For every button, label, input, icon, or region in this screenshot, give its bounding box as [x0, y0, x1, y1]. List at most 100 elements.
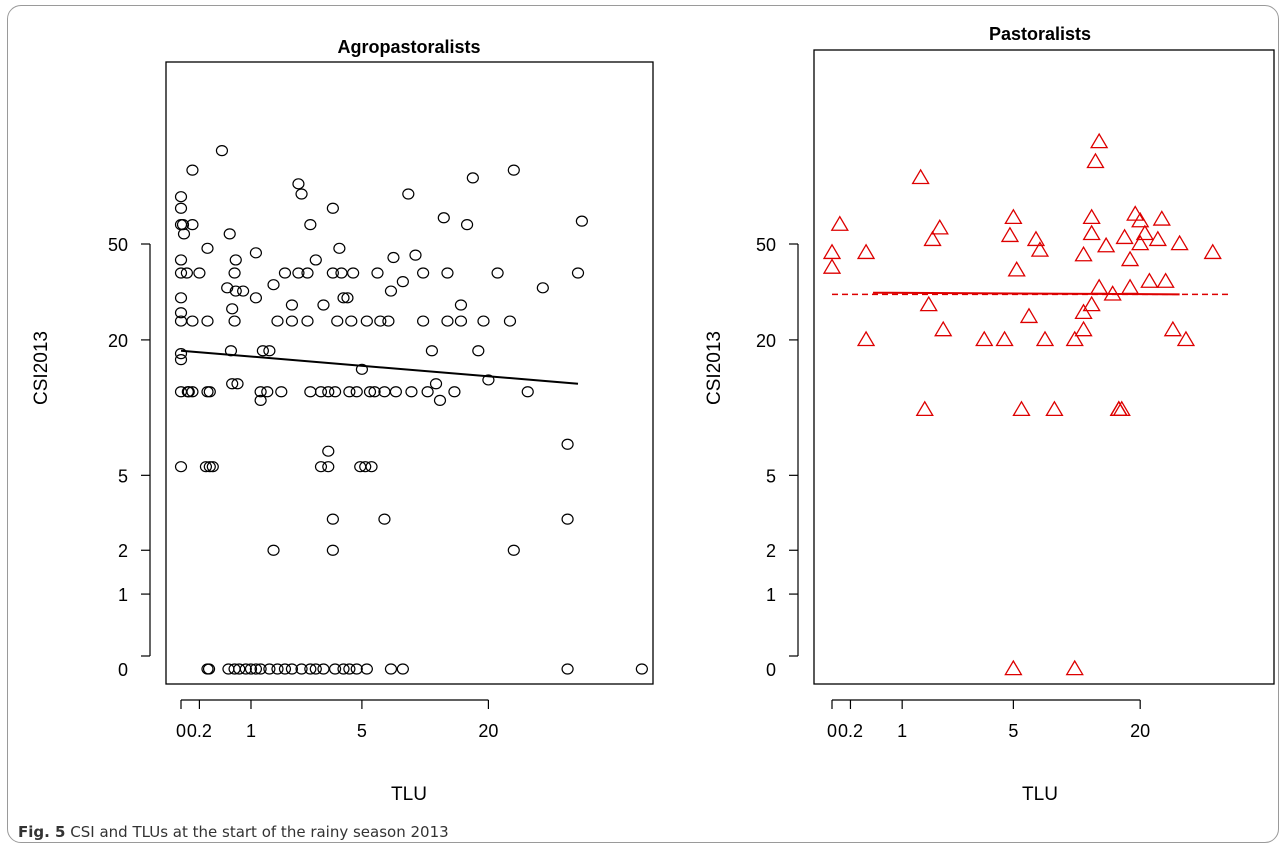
- data-point: [1030, 241, 1050, 257]
- data-point: [433, 394, 447, 407]
- data-point: [186, 386, 199, 398]
- data-point: [396, 663, 409, 675]
- data-point: [222, 663, 235, 675]
- data-point: [174, 461, 188, 473]
- data-point: [575, 215, 588, 227]
- data-points: [822, 132, 1222, 676]
- data-point: [466, 172, 479, 184]
- data-point: [226, 303, 239, 315]
- data-point: [1120, 278, 1140, 295]
- data-point: [201, 386, 214, 398]
- data-point: [304, 219, 317, 231]
- data-point: [278, 663, 292, 675]
- data-point: [203, 461, 216, 473]
- data-point: [229, 285, 242, 297]
- data-point: [417, 315, 430, 327]
- data-point: [396, 276, 409, 288]
- data-point: [203, 386, 216, 398]
- data-point: [387, 251, 400, 264]
- data-point: [405, 386, 418, 398]
- y-tick-label: 20: [756, 331, 776, 351]
- data-point: [1152, 210, 1171, 226]
- data-point: [174, 202, 188, 214]
- data-point: [174, 267, 188, 279]
- data-point: [256, 345, 269, 357]
- data-point: [322, 461, 335, 473]
- data-point: [186, 219, 199, 231]
- data-point: [454, 299, 468, 311]
- x-axis-label: TLU: [1022, 784, 1058, 805]
- data-point: [301, 267, 314, 279]
- data-point: [263, 345, 276, 357]
- y-tick-label: 1: [766, 585, 776, 605]
- x-tick-label: 0: [176, 721, 186, 741]
- data-point: [317, 663, 330, 675]
- data-point: [1004, 659, 1023, 676]
- data-point: [341, 292, 354, 304]
- y-tick-label: 5: [118, 466, 128, 486]
- data-point: [1082, 295, 1101, 312]
- data-point: [1176, 330, 1196, 347]
- y-tick-label: 2: [766, 541, 776, 561]
- data-point: [374, 315, 387, 327]
- data-point: [275, 386, 288, 398]
- y-tick-label: 1: [118, 585, 128, 605]
- data-point: [561, 663, 574, 675]
- data-point: [1065, 659, 1084, 676]
- data-point: [231, 378, 244, 390]
- data-point: [1090, 278, 1109, 295]
- x-axis: 0 0.2 1 5 20: [176, 699, 498, 741]
- data-point: [507, 544, 520, 556]
- panel-pastoralists: Pastoralists TLU CSI2013 0 0.2 1 5 20 012520…: [704, 24, 1275, 805]
- data-point: [448, 386, 461, 398]
- data-point: [180, 267, 193, 279]
- data-point: [1140, 272, 1159, 288]
- data-point: [228, 315, 241, 327]
- data-point: [228, 267, 241, 279]
- plot-box: [813, 49, 1275, 685]
- y-tick-label: 20: [108, 331, 128, 351]
- data-point: [333, 242, 346, 254]
- data-point: [271, 663, 284, 675]
- data-point: [343, 386, 356, 398]
- data-point: [239, 663, 252, 675]
- data-point: [923, 230, 942, 247]
- data-point: [363, 386, 377, 398]
- data-point: [1012, 400, 1031, 417]
- data-point: [635, 663, 648, 675]
- data-point: [1004, 208, 1023, 225]
- data-point: [360, 315, 373, 327]
- y-axis-label: CSI2013: [31, 331, 52, 405]
- data-point: [389, 386, 402, 398]
- data-point: [503, 315, 517, 327]
- x-axis-label: TLU: [391, 784, 427, 805]
- data-point: [174, 292, 188, 304]
- x-tick-label: 0: [827, 721, 837, 741]
- data-point: [1126, 205, 1145, 221]
- data-point: [285, 315, 299, 327]
- data-point: [237, 285, 250, 297]
- data-point: [1148, 230, 1167, 247]
- data-point: [249, 292, 263, 304]
- x-tick-label: 1: [897, 721, 907, 741]
- data-point: [355, 363, 369, 375]
- data-point: [1019, 307, 1039, 324]
- data-point: [182, 386, 195, 398]
- data-point: [378, 513, 391, 525]
- data-point: [335, 267, 348, 279]
- data-point: [206, 461, 219, 473]
- data-point: [326, 267, 339, 279]
- data-point: [322, 445, 335, 457]
- data-point: [314, 461, 328, 473]
- caption-label: Fig. 5: [18, 823, 66, 841]
- data-point: [186, 164, 199, 176]
- data-point: [472, 345, 485, 357]
- data-point: [285, 299, 299, 311]
- data-point: [229, 254, 242, 266]
- data-point: [429, 378, 443, 390]
- data-point: [221, 282, 234, 294]
- data-point: [365, 461, 378, 473]
- y-tick-label: 5: [766, 466, 776, 486]
- data-point: [536, 282, 549, 294]
- data-point: [1131, 234, 1150, 251]
